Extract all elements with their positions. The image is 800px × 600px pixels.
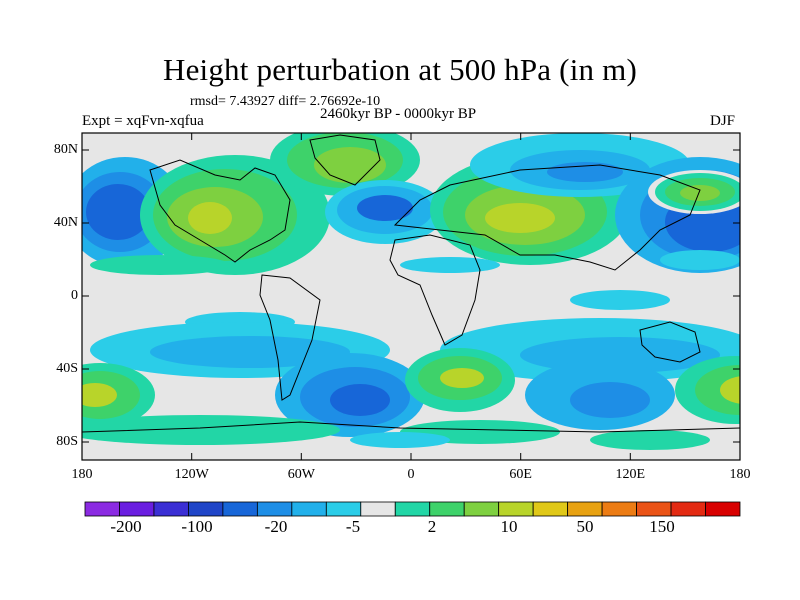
colorbar-swatch-2 [153, 501, 189, 517]
africa-coast [389, 234, 481, 346]
australia-coast [639, 321, 701, 363]
rmsd-diff-stats: rmsd= 7.43927 diff= 2.76692e-10 [190, 94, 381, 109]
lat-tick-40n: 40N [53, 215, 78, 230]
colorbar-swatch-16 [636, 501, 672, 517]
colorbar-swatch-6 [291, 501, 327, 517]
lat-tick-40s: 40S [56, 361, 78, 376]
high-south-pacific-east [675, 356, 740, 424]
map-field [82, 133, 740, 460]
colorbar-swatch-17 [670, 501, 706, 517]
colorbar-swatch-11 [463, 501, 500, 517]
colorbar-swatch-1 [119, 501, 155, 517]
south-america-coast [259, 274, 321, 401]
colorbar-label-10: 10 [500, 517, 518, 536]
colorbar-swatch-14 [567, 501, 603, 517]
lon-tick-180-west: 180 [71, 467, 93, 482]
colorbar-label-minus-20: -20 [264, 517, 288, 536]
tropical-bands [90, 250, 740, 332]
colorbar-label-minus-200: -200 [110, 517, 142, 536]
colorbar-label-50: 50 [576, 517, 594, 536]
colorbar-swatch-12 [498, 501, 534, 517]
period-label: 2460kyr BP - 0000kyr BP [320, 106, 477, 122]
lon-tick-120w: 120W [174, 467, 209, 482]
antarctica-coast [82, 421, 740, 433]
lat-tick-80n: 80N [53, 142, 78, 157]
experiment-label: Expt = xqFvn-xqfua [82, 113, 204, 129]
low-south-indian [525, 360, 675, 430]
lat-tick-80s: 80S [56, 434, 78, 449]
colorbar-label-minus-100: -100 [181, 517, 213, 536]
coastlines [82, 134, 740, 433]
colorbar-swatch-9 [394, 501, 431, 517]
high-north-america [140, 155, 330, 275]
high-eurasia [430, 155, 630, 265]
colorbar-swatch-3 [188, 501, 224, 517]
high-greenland [270, 133, 420, 196]
axis-tick-marks [82, 133, 740, 460]
plot-title: Height perturbation at 500 hPa (in m) [162, 52, 638, 87]
colorbar-swatch-18 [705, 501, 741, 517]
high-south-africa [405, 348, 515, 412]
colorbar-swatch-0 [84, 501, 120, 517]
greenland-coast [309, 134, 381, 186]
lon-tick-60e: 60E [509, 467, 532, 482]
colorbar-swatch-10 [429, 501, 465, 517]
eurasia-coast [393, 164, 701, 271]
lon-tick-60w: 60W [287, 467, 315, 482]
antarctic-band [82, 415, 710, 450]
high-south-pacific-west [82, 363, 155, 427]
lon-tick-180-east: 180 [729, 467, 751, 482]
colorbar-swatch-15 [601, 501, 637, 517]
colorbar-swatch-8 [360, 501, 396, 517]
low-north-atlantic [325, 180, 445, 244]
high-alaska [648, 170, 740, 214]
colorbar-swatch-5 [256, 501, 293, 517]
colorbar-swatch-7 [325, 501, 362, 517]
colorbar-label-minus-5: -5 [345, 517, 361, 536]
colorbar-label-150: 150 [649, 517, 675, 536]
colorbar-swatch-13 [532, 501, 569, 517]
colorbar-label-2: 2 [427, 517, 437, 536]
lat-tick-0: 0 [71, 288, 78, 303]
season-label: DJF [710, 113, 736, 129]
north-america-coast [149, 159, 291, 263]
lon-tick-120e: 120E [615, 467, 646, 482]
lon-tick-0: 0 [407, 467, 415, 482]
colorbar-swatches [84, 501, 741, 517]
colorbar-swatch-4 [222, 501, 258, 517]
low-south-atlantic [275, 353, 425, 437]
